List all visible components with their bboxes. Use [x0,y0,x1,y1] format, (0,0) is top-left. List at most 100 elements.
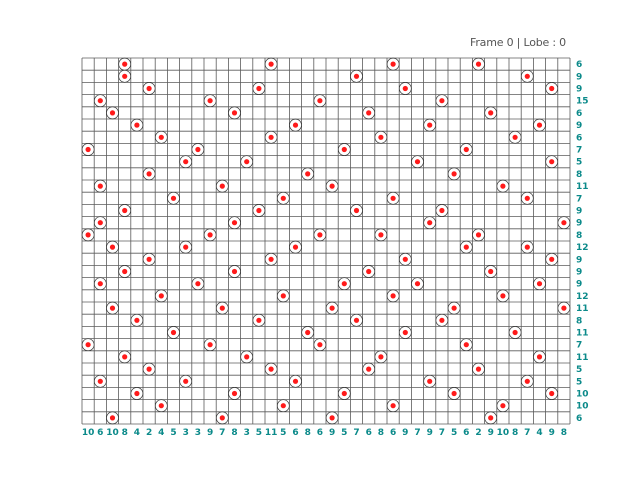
bead-cell[interactable] [386,191,400,205]
bead-cell[interactable] [557,216,571,230]
bead-cell[interactable] [118,350,132,364]
bead-cell[interactable] [215,411,229,425]
bead-cell[interactable] [520,240,534,254]
bead-cell[interactable] [362,265,376,278]
bead-cell[interactable] [337,387,351,400]
bead-cell[interactable] [325,411,339,425]
bead-cell[interactable] [106,240,119,254]
bead-cell[interactable] [240,155,254,169]
bead-cell[interactable] [81,338,95,352]
bead-cell[interactable] [240,350,254,364]
bead-cell[interactable] [252,204,266,217]
bead-cell[interactable] [386,399,400,413]
bead-cell[interactable] [557,301,571,315]
bead-cell[interactable] [545,252,559,266]
bead-cell[interactable] [423,118,437,132]
bead-cell[interactable] [154,289,168,303]
bead-cell[interactable] [423,216,437,230]
bead-cell[interactable] [118,265,132,278]
bead-cell[interactable] [447,387,461,400]
bead-cell[interactable] [203,94,217,108]
bead-cell[interactable] [93,94,107,108]
bead-cell[interactable] [191,277,205,291]
bead-cell[interactable] [533,277,546,291]
bead-cell[interactable] [118,69,132,83]
bead-cell[interactable] [93,277,107,291]
bead-cell[interactable] [228,387,241,400]
bead-cell[interactable] [93,179,107,193]
bead-cell[interactable] [411,277,424,291]
bead-cell[interactable] [313,228,327,242]
bead-cell[interactable] [228,106,241,120]
bead-cell[interactable] [496,399,510,413]
bead-cell[interactable] [203,338,217,352]
bead-cell[interactable] [472,362,485,376]
bead-cell[interactable] [508,130,522,144]
bead-cell[interactable] [264,252,278,266]
bead-cell[interactable] [301,167,315,181]
bead-cell[interactable] [435,94,449,108]
bead-cell[interactable] [472,228,485,242]
bead-cell[interactable] [545,82,559,95]
bead-cell[interactable] [447,301,461,315]
bead-cell[interactable] [435,313,449,327]
bead-cell[interactable] [142,252,156,266]
bead-cell[interactable] [496,179,510,193]
bead-cell[interactable] [533,118,546,132]
bead-cell[interactable] [350,313,363,327]
bead-cell[interactable] [130,387,144,400]
bead-cell[interactable] [508,326,522,339]
bead-cell[interactable] [484,106,498,120]
bead-cell[interactable] [118,57,132,71]
bead-cell[interactable] [350,204,363,217]
bead-cell[interactable] [386,289,400,303]
bead-cell[interactable] [459,240,473,254]
bead-cell[interactable] [106,106,119,120]
bead-cell[interactable] [435,204,449,217]
bead-cell[interactable] [325,179,339,193]
bead-cell[interactable] [545,387,559,400]
bead-cell[interactable] [167,326,180,339]
bead-cell[interactable] [533,350,546,364]
bead-cell[interactable] [411,155,424,169]
bead-cell[interactable] [313,338,327,352]
bead-cell[interactable] [301,326,315,339]
bead-cell[interactable] [472,57,485,71]
bead-cell[interactable] [167,191,180,205]
bead-cell[interactable] [93,216,107,230]
bead-cell[interactable] [289,374,302,388]
bead-cell[interactable] [276,289,290,303]
bead-cell[interactable] [142,82,156,95]
bead-cell[interactable] [398,252,412,266]
bead-cell[interactable] [545,155,559,169]
bead-cell[interactable] [81,228,95,242]
bead-cell[interactable] [118,204,132,217]
bead-cell[interactable] [289,240,302,254]
bead-cell[interactable] [130,313,144,327]
bead-cell[interactable] [215,179,229,193]
bead-cell[interactable] [179,155,193,169]
bead-cell[interactable] [264,362,278,376]
bead-cell[interactable] [484,265,498,278]
bead-cell[interactable] [179,240,193,254]
bead-cell[interactable] [215,301,229,315]
bead-cell[interactable] [276,399,290,413]
bead-cell[interactable] [228,265,241,278]
bead-cell[interactable] [520,374,534,388]
bead-cell[interactable] [276,191,290,205]
bead-cell[interactable] [362,362,376,376]
bead-cell[interactable] [459,143,473,156]
bead-cell[interactable] [264,130,278,144]
bead-cell[interactable] [289,118,302,132]
bead-cell[interactable] [362,106,376,120]
bead-cell[interactable] [264,57,278,71]
bead-cell[interactable] [496,289,510,303]
bead-cell[interactable] [459,338,473,352]
bead-cell[interactable] [81,143,95,156]
bead-cell[interactable] [313,94,327,108]
bead-cell[interactable] [154,399,168,413]
bead-cell[interactable] [154,130,168,144]
bead-cell[interactable] [252,82,266,95]
bead-cell[interactable] [106,301,119,315]
